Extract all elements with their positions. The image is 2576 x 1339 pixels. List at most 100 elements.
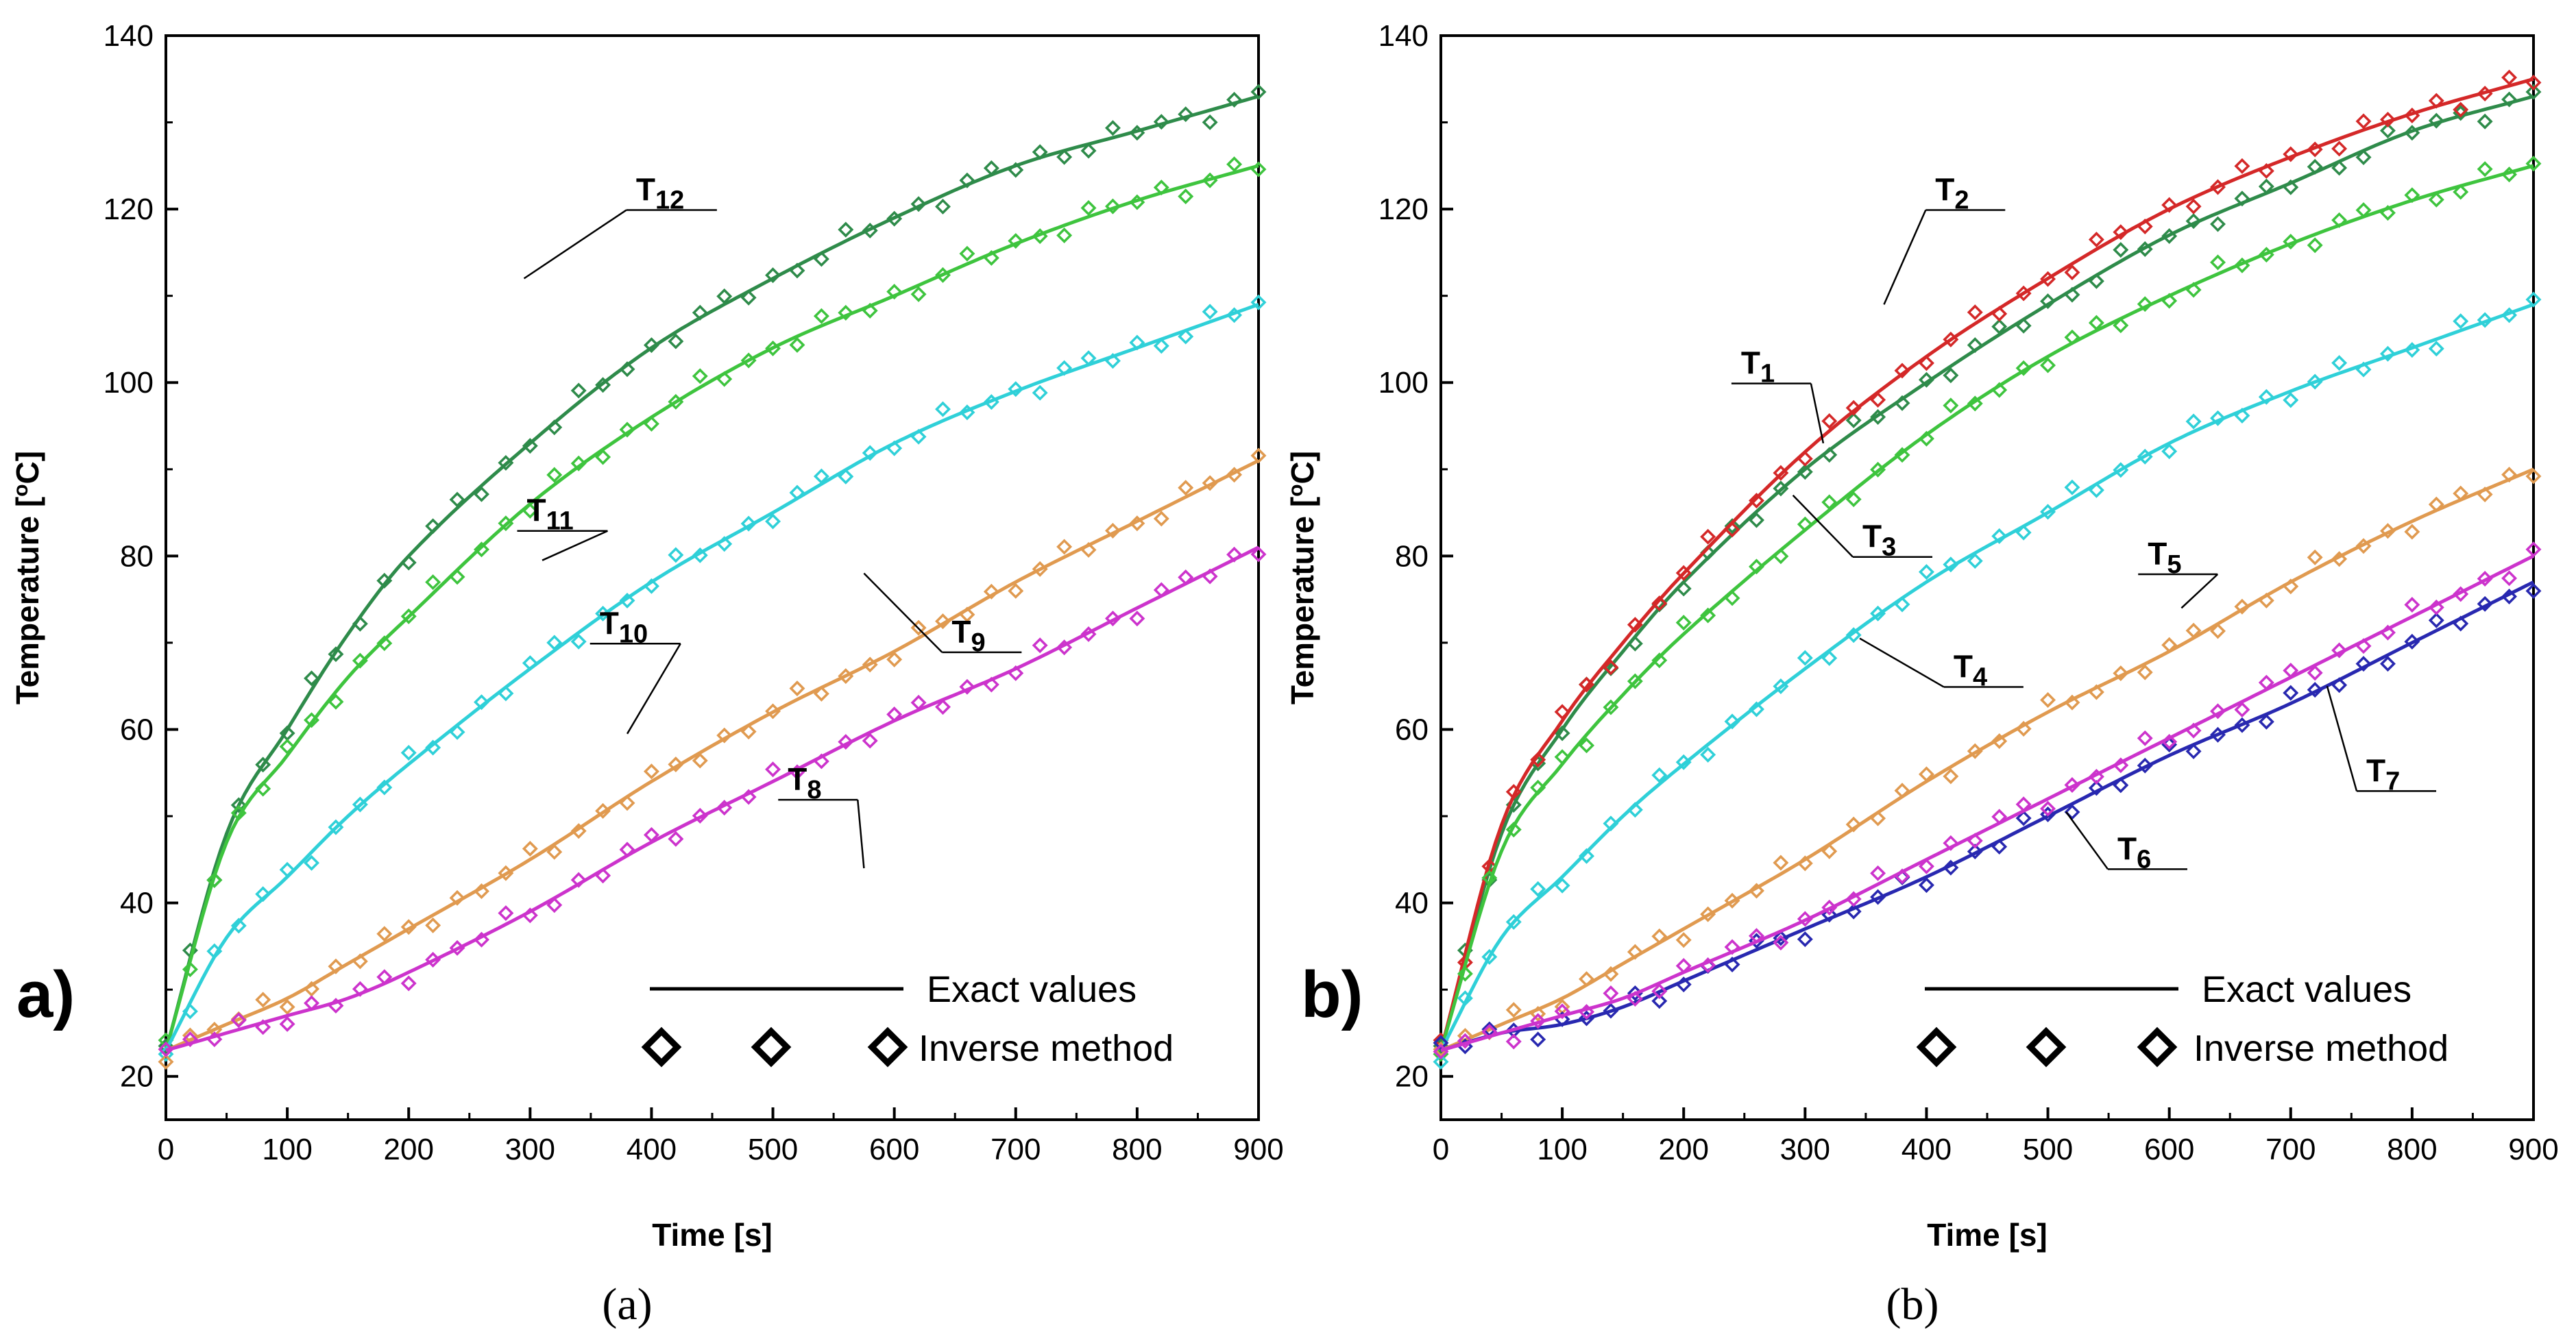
data-point bbox=[1991, 382, 2008, 398]
series-t2 bbox=[1433, 69, 2542, 1051]
data-point bbox=[1129, 194, 1145, 210]
data-point bbox=[230, 797, 247, 813]
data-point bbox=[2088, 768, 2104, 785]
leader-line bbox=[863, 572, 943, 653]
curve-label-text: T4 bbox=[1954, 649, 1987, 692]
data-point bbox=[1724, 713, 1740, 730]
data-point bbox=[425, 739, 441, 756]
data-point bbox=[740, 724, 757, 740]
data-point bbox=[2525, 291, 2542, 308]
data-point bbox=[2210, 254, 2226, 271]
data-point bbox=[376, 926, 393, 942]
data-point bbox=[1032, 637, 1048, 654]
data-point bbox=[2501, 467, 2518, 483]
data-point bbox=[1457, 990, 1473, 1007]
data-point bbox=[789, 764, 805, 781]
data-point bbox=[1505, 1002, 1522, 1018]
data-point bbox=[2331, 677, 2348, 693]
data-point bbox=[2015, 360, 2032, 376]
data-point bbox=[1505, 784, 1522, 800]
data-point bbox=[474, 486, 489, 502]
data-point bbox=[1821, 413, 1838, 429]
data-point bbox=[1918, 430, 1934, 447]
data-point bbox=[1554, 704, 1570, 720]
data-point bbox=[2113, 665, 2129, 682]
data-point bbox=[2258, 247, 2274, 263]
data-point bbox=[668, 757, 684, 772]
data-point bbox=[765, 513, 781, 530]
label-t8: T8 bbox=[778, 761, 865, 869]
data-point bbox=[643, 578, 659, 594]
data-point bbox=[1918, 355, 1934, 371]
curve-label-text: T12 bbox=[636, 171, 684, 214]
data-point bbox=[1870, 461, 1886, 478]
data-point bbox=[2477, 113, 2493, 130]
curve-label-text: T9 bbox=[951, 614, 985, 657]
y-tick-label: 80 bbox=[120, 539, 154, 573]
data-point bbox=[2234, 158, 2250, 174]
x-tick-label: 400 bbox=[627, 1133, 677, 1166]
data-point bbox=[2258, 178, 2274, 195]
data-point bbox=[2283, 146, 2299, 162]
data-point bbox=[1724, 957, 1740, 972]
series-line bbox=[164, 164, 1259, 1051]
data-point bbox=[2525, 75, 2542, 90]
data-point bbox=[1554, 749, 1570, 765]
data-point bbox=[1943, 331, 1959, 347]
data-point bbox=[1603, 699, 1619, 715]
data-point bbox=[1627, 991, 1643, 1007]
data-point bbox=[2307, 158, 2323, 175]
data-point bbox=[498, 454, 514, 471]
curve-labels: T12 T11 T10 T9 T8 bbox=[517, 171, 1022, 869]
data-point bbox=[2355, 656, 2372, 672]
data-point bbox=[692, 752, 708, 769]
data-point bbox=[1749, 883, 1764, 899]
data-series bbox=[158, 84, 1267, 1070]
data-point bbox=[2137, 730, 2153, 746]
legend-inverse-label: Inverse method bbox=[2194, 1028, 2449, 1069]
data-point bbox=[1178, 328, 1194, 345]
y-tick-label: 20 bbox=[1395, 1060, 1429, 1094]
series-t8 bbox=[158, 545, 1267, 1057]
data-point bbox=[1724, 892, 1740, 909]
data-point bbox=[2404, 597, 2420, 613]
data-point bbox=[619, 592, 635, 609]
data-point bbox=[1433, 1041, 1449, 1057]
label-t10: T10 bbox=[590, 605, 681, 735]
y-tick-label: 40 bbox=[1395, 887, 1429, 920]
data-point bbox=[1129, 334, 1145, 351]
data-point bbox=[2501, 69, 2518, 86]
data-point bbox=[1821, 899, 1838, 916]
data-point bbox=[230, 804, 247, 821]
data-point bbox=[983, 676, 999, 693]
data-point bbox=[1080, 200, 1097, 217]
data-point bbox=[765, 340, 781, 356]
leader-line bbox=[2180, 574, 2219, 609]
data-point bbox=[2088, 482, 2104, 498]
data-point bbox=[2258, 389, 2274, 405]
data-point bbox=[2015, 721, 2032, 737]
data-point bbox=[1651, 767, 1668, 783]
data-point bbox=[1056, 539, 1073, 555]
data-point bbox=[2307, 373, 2323, 390]
data-point bbox=[1457, 1033, 1473, 1049]
data-point bbox=[2525, 468, 2542, 484]
data-point bbox=[2525, 582, 2542, 599]
data-point bbox=[838, 304, 854, 321]
data-point bbox=[886, 210, 903, 227]
data-point bbox=[1749, 558, 1764, 575]
data-point bbox=[813, 468, 829, 484]
data-point bbox=[2307, 141, 2323, 158]
data-point bbox=[2137, 448, 2153, 465]
data-point bbox=[1651, 993, 1668, 1009]
data-point bbox=[1918, 858, 1934, 874]
data-point bbox=[910, 619, 927, 636]
data-point bbox=[255, 757, 271, 773]
curve-label-text: T11 bbox=[526, 493, 573, 536]
data-point bbox=[2161, 197, 2178, 213]
panel-a: 0 100 200 300 400 500 600 700 800 900 20 40 60 80 100 1… bbox=[10, 19, 1284, 1329]
data-point bbox=[2283, 685, 2299, 701]
y-tick-label: 40 bbox=[120, 887, 154, 920]
data-point bbox=[230, 918, 247, 934]
data-point bbox=[2015, 524, 2032, 541]
